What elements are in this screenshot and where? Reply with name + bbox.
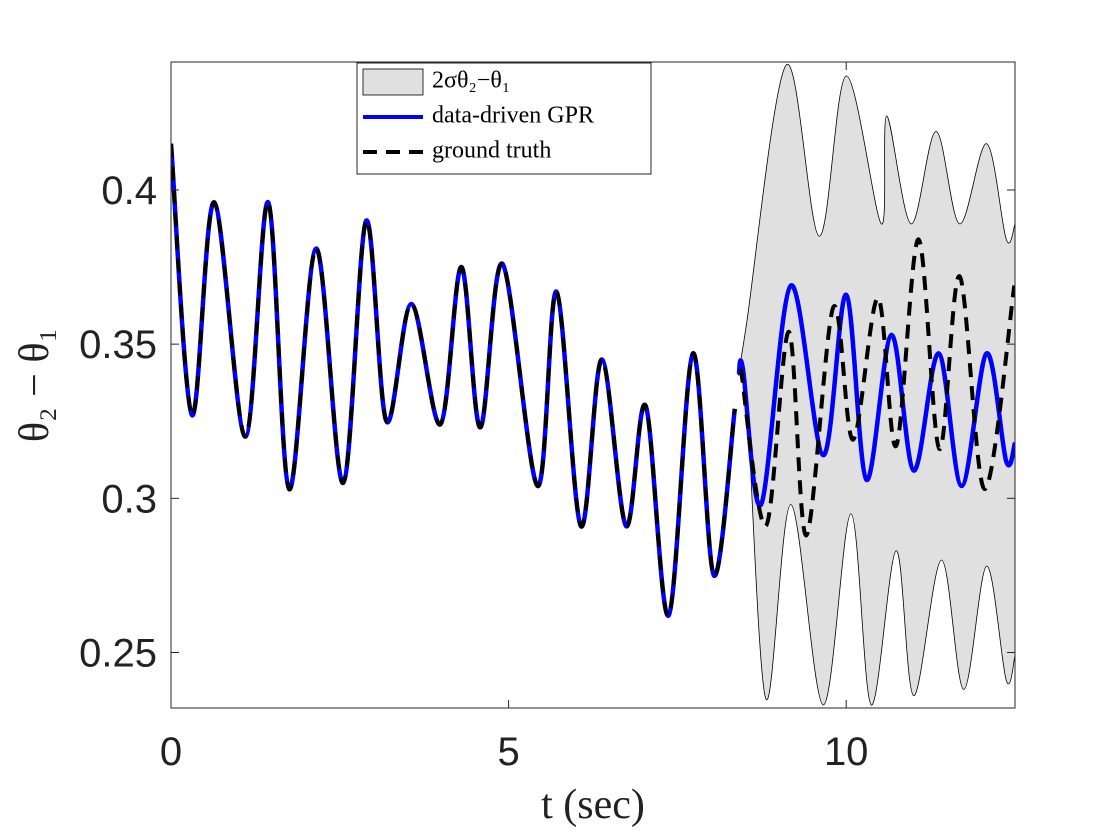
- band-edge: [737, 364, 1015, 706]
- line-dashed: [738, 237, 1015, 538]
- axes-frame: [170, 61, 1016, 709]
- y-tick-label: 0.35: [79, 323, 157, 367]
- axes: 0 5 10 0.25 0.3 0.35 0.4: [79, 62, 1015, 774]
- x-tick-label: 10: [824, 730, 869, 774]
- legend-label: data-driven GPR: [432, 103, 594, 129]
- legend-label: ground truth: [432, 138, 551, 164]
- y-tick-label: 0.4: [101, 169, 157, 213]
- band-area: [738, 64, 1015, 706]
- x-axis-label: t (sec): [541, 782, 645, 828]
- band-edge: [737, 64, 1015, 376]
- legend-label: 2σθ₂−θ₁: [432, 68, 510, 94]
- legend-swatch: [362, 68, 424, 96]
- legend: 2σθ₂−θ₁ data-driven GPR ground truth: [356, 62, 652, 175]
- y-axis-label: θ₂ − θ₁: [12, 328, 58, 442]
- y-tick-label: 0.25: [79, 631, 157, 675]
- plot-area: [171, 64, 1015, 706]
- x-tick-label: 5: [497, 730, 519, 774]
- line-solid: [736, 283, 1015, 508]
- x-tick-label: 0: [160, 730, 182, 774]
- line-dashed: [171, 143, 737, 618]
- y-tick-label: 0.3: [101, 477, 157, 521]
